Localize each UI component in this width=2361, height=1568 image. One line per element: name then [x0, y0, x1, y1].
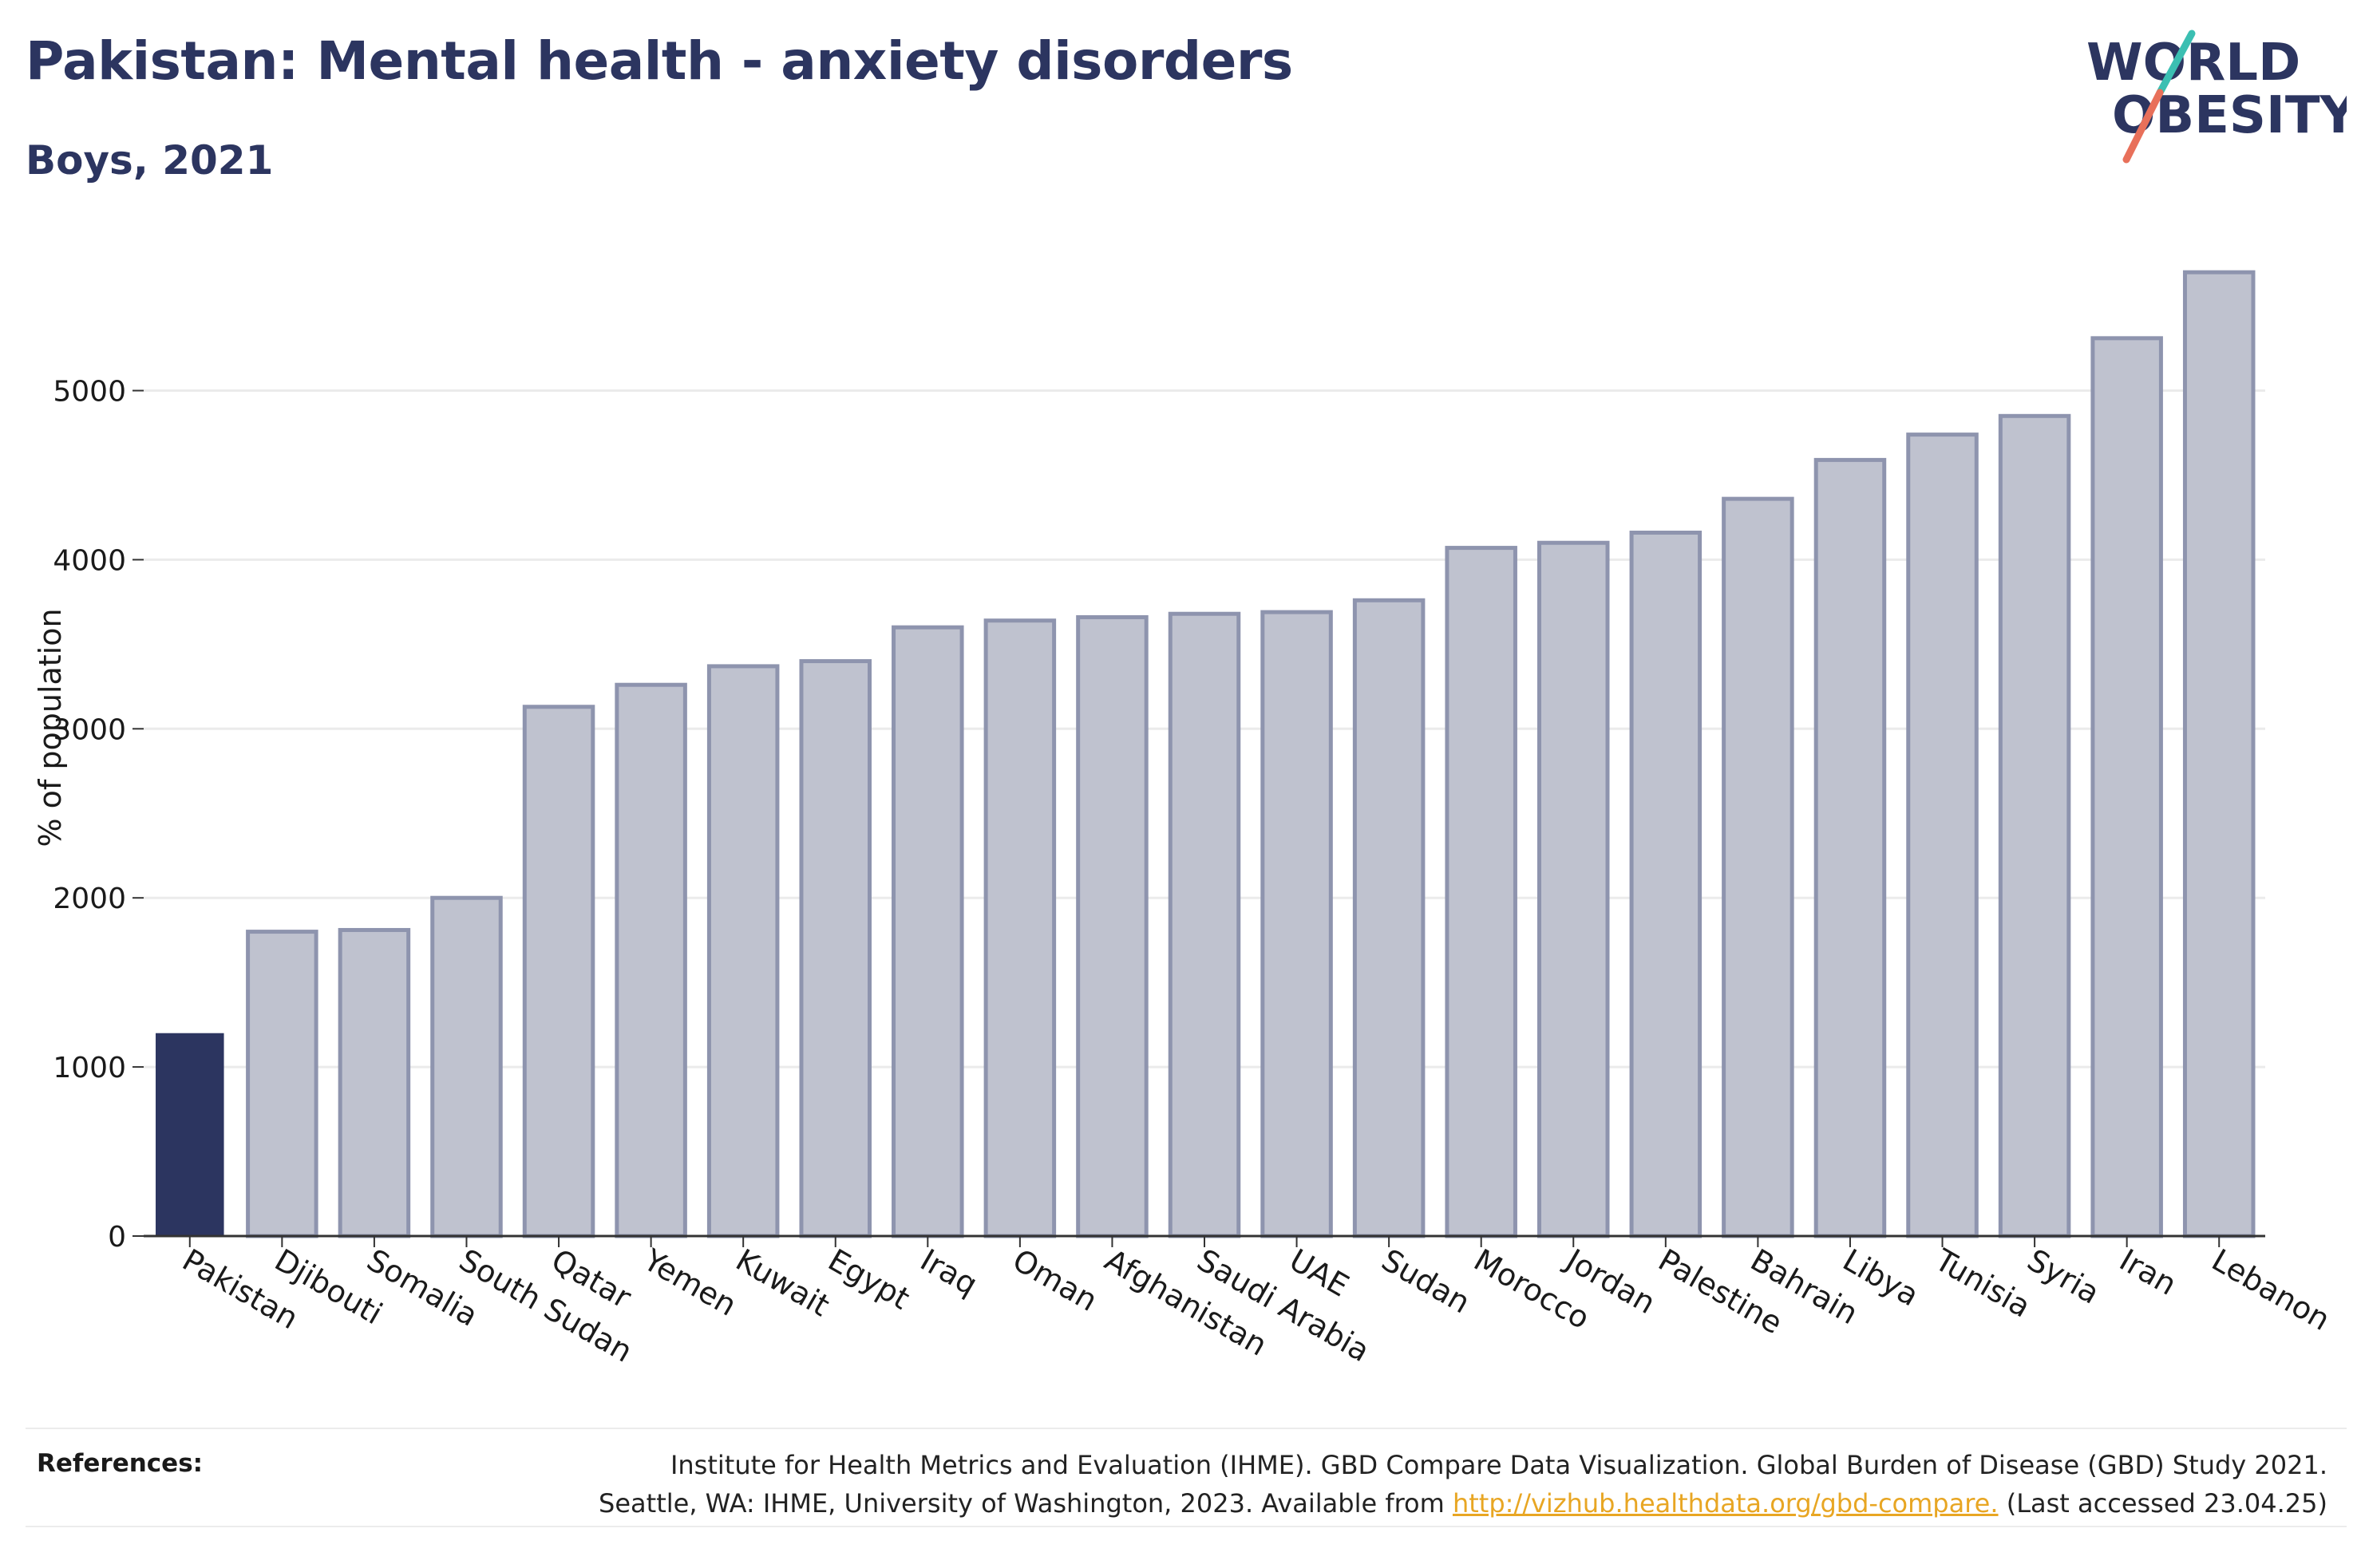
- references-text: Institute for Health Metrics and Evaluat…: [412, 1446, 2327, 1523]
- chart-title: Pakistan: Mental health - anxiety disord…: [26, 30, 1293, 92]
- bar-oman: [983, 618, 1057, 1238]
- x-tick-label: Lebanon: [2206, 1242, 2336, 1337]
- bar-palestine: [1629, 531, 1703, 1238]
- bar-somalia: [338, 927, 411, 1238]
- bar-afghanistan: [1076, 614, 1149, 1238]
- y-tick-label: 5000: [53, 376, 126, 409]
- x-tick-label: Iraq: [915, 1242, 983, 1302]
- bar-libya: [1813, 457, 1887, 1238]
- reference-line-1: Institute for Health Metrics and Evaluat…: [670, 1450, 2327, 1480]
- bar-south-sudan: [430, 895, 503, 1238]
- bar-sudan: [1352, 598, 1426, 1238]
- y-tick-label: 1000: [53, 1052, 126, 1084]
- bar-saudi-arabia: [1168, 611, 1241, 1238]
- bar-kuwait: [706, 664, 780, 1238]
- bar-bahrain: [1722, 496, 1794, 1238]
- x-tick-label: Iran: [2114, 1242, 2182, 1302]
- x-tick-label: Syria: [2022, 1242, 2106, 1311]
- bar-jordan: [1537, 540, 1610, 1238]
- bar-pakistan: [156, 1033, 224, 1236]
- bar-syria: [1998, 413, 2071, 1238]
- y-tick-label: 3000: [53, 713, 126, 746]
- y-tick-label: 4000: [53, 544, 126, 577]
- bar-chart: 0 1000 2000 3000 4000 5000 PakistanDjiboutiSo…: [33, 270, 2336, 1369]
- reference-line-2: Seattle, WA: IHME, University of Washing…: [412, 1484, 2327, 1523]
- y-tick-label: 2000: [53, 883, 126, 915]
- chart-subtitle: Boys, 2021: [26, 137, 274, 184]
- bars: [156, 270, 2256, 1238]
- logo-line1: WORLD: [2086, 34, 2300, 93]
- references-label: References:: [37, 1449, 204, 1478]
- x-tick-label: Yemen: [637, 1242, 742, 1323]
- reference-line-2-pre: Seattle, WA: IHME, University of Washing…: [599, 1488, 1453, 1519]
- y-tick-label: 0: [108, 1221, 126, 1254]
- x-tick-label: Egypt: [822, 1242, 916, 1317]
- bar-yemen: [615, 682, 687, 1238]
- x-tick-label: Sudan: [1376, 1242, 1477, 1321]
- bar-iran: [2090, 336, 2163, 1238]
- bar-egypt: [799, 659, 872, 1238]
- references-divider-bottom: [26, 1526, 2347, 1527]
- bar-uae: [1260, 610, 1333, 1238]
- y-axis-label: % of population: [33, 608, 68, 847]
- references-divider-top: [26, 1428, 2347, 1429]
- world-obesity-logo: WORLD OBESITY: [2086, 30, 2347, 164]
- x-tick-label: Tunisia: [1928, 1242, 2036, 1325]
- bar-tunisia: [1906, 432, 1979, 1238]
- y-axis-ticks: 0 1000 2000 3000 4000 5000: [53, 376, 144, 1254]
- bar-morocco: [1445, 546, 1517, 1238]
- bar-qatar: [522, 705, 595, 1238]
- bar-lebanon: [2182, 270, 2256, 1238]
- x-tick-label: Oman: [1006, 1242, 1103, 1318]
- bar-djibouti: [246, 930, 318, 1238]
- x-tick-label: Kuwait: [730, 1242, 836, 1324]
- bar-iraq: [892, 625, 964, 1238]
- reference-link[interactable]: http://vizhub.healthdata.org/gbd-compare…: [1452, 1488, 1999, 1519]
- reference-line-2-post: (Last accessed 23.04.25): [1998, 1488, 2327, 1519]
